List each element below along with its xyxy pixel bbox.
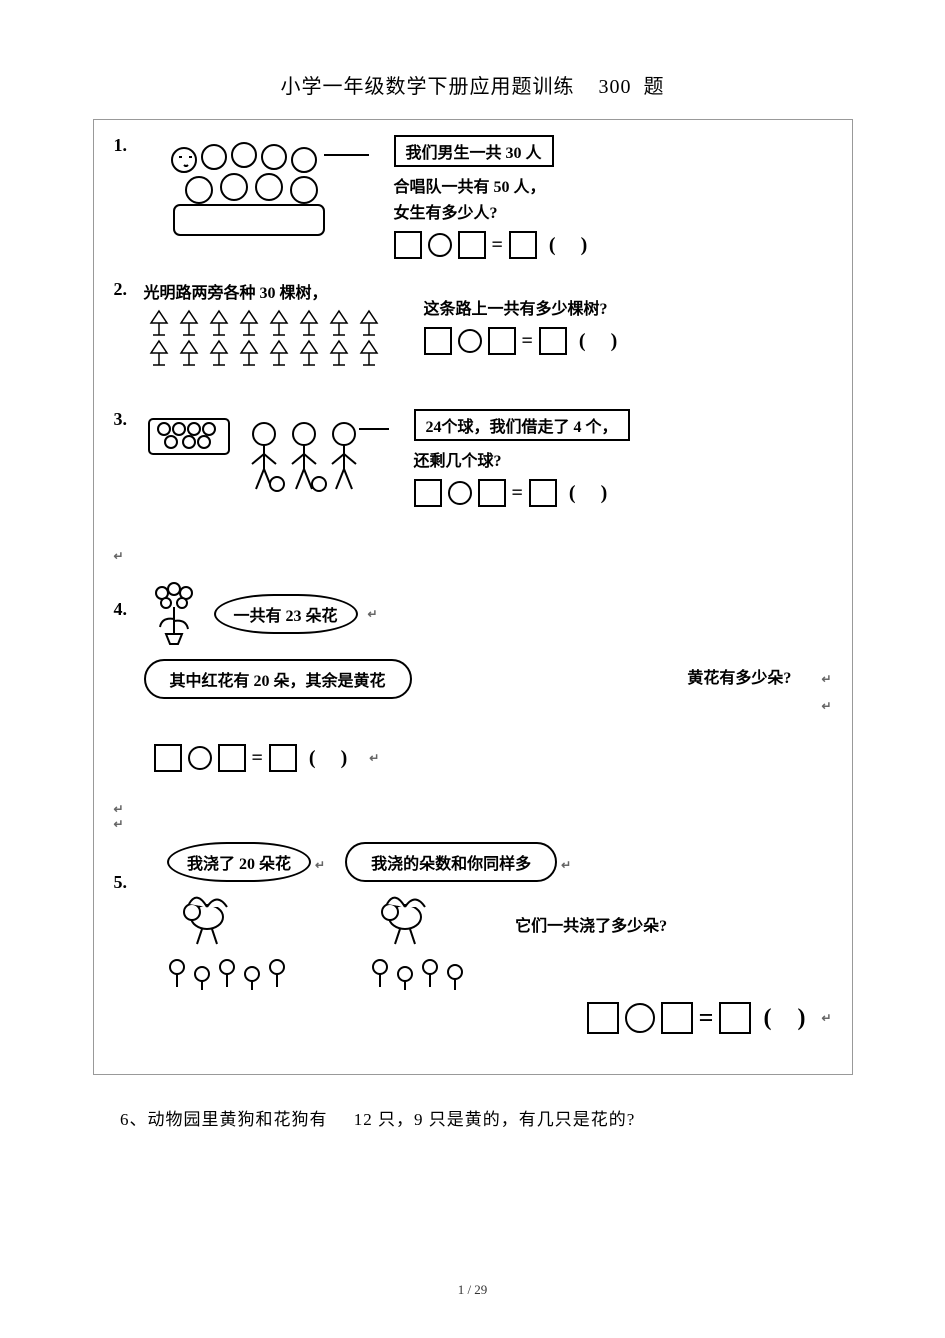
p5-bubble1: 我浇了 20 朵花 [167, 842, 311, 882]
blank-box[interactable] [488, 327, 516, 355]
p3-speech: 24个球，我们借走了 4 个， [414, 409, 630, 441]
blank-box[interactable] [154, 744, 182, 772]
op-circle[interactable] [448, 481, 472, 505]
page-title: 小学一年级数学下册应用题训练 300 题 [90, 70, 855, 99]
blank-box[interactable] [539, 327, 567, 355]
problem-number: 3. [114, 409, 128, 430]
problem-number: 1. [114, 135, 128, 156]
equals-sign: = [522, 330, 533, 353]
unit-paren: ( ) [563, 482, 617, 505]
p3-line2: 还剩几个球? [414, 451, 832, 473]
bee-flowers-left [147, 882, 307, 992]
title-count: 300 [599, 76, 632, 98]
return-mark: ↵ [315, 858, 325, 872]
page-footer: 1 / 29 [0, 1282, 945, 1298]
p5-bubble2: 我浇的朵数和你同样多 [345, 842, 557, 882]
op-circle[interactable] [428, 233, 452, 257]
blank-box[interactable] [218, 744, 246, 772]
problem-1: 1. [114, 135, 832, 259]
p1-equation: = ( ) [394, 231, 832, 259]
p6-text-b: 12 只，9 只是黄的，有几只是花的? [354, 1110, 636, 1129]
blank-box[interactable] [587, 1002, 619, 1034]
op-circle[interactable] [458, 329, 482, 353]
op-circle[interactable] [625, 1003, 655, 1033]
unit-paren: ( ) [757, 1005, 815, 1032]
p1-speech: 我们男生一共 30 人 [394, 135, 554, 167]
problem-5: 5. 我浇了 20 朵花 ↵ [114, 842, 832, 1034]
title-unit: 题 [644, 76, 665, 98]
return-mark: ↵ [821, 672, 831, 687]
return-mark: ↵ [369, 751, 379, 766]
p4-bubble2: 其中红花有 20 朵，其余是黄花 [144, 659, 412, 699]
problem-3: 3. [114, 409, 832, 519]
blank-box[interactable] [269, 744, 297, 772]
p1-line1: 合唱队一共有 50 人， [394, 177, 832, 199]
p2-question: 这条路上一共有多少棵树? [424, 299, 832, 321]
bee-flowers-right [345, 882, 505, 992]
equals-sign: = [492, 234, 503, 257]
return-mark: ↵ [114, 549, 832, 564]
return-mark: ↵ [368, 607, 378, 622]
p6-text-a: 6、动物园里黄狗和花狗有 [120, 1110, 328, 1129]
balls-graphic [144, 409, 394, 499]
p1-line2: 女生有多少人? [394, 203, 832, 225]
blank-box[interactable] [509, 231, 537, 259]
problem-number: 2. [114, 279, 128, 300]
p5-equation: = ( ) ↵ [114, 1002, 832, 1034]
return-mark: ↵ [561, 858, 571, 872]
choir-graphic [144, 135, 374, 245]
title-main: 小学一年级数学下册应用题训练 [281, 76, 575, 98]
p4-bubble1: 一共有 23 朵花 [214, 594, 358, 634]
blank-box[interactable] [458, 231, 486, 259]
equals-sign: = [699, 1003, 714, 1033]
p4-question: 黄花有多少朵? [687, 668, 791, 690]
return-mark: ↵ [114, 802, 832, 817]
return-mark: ↵ [144, 699, 832, 714]
unit-paren: ( ) [303, 747, 357, 770]
blank-box[interactable] [478, 479, 506, 507]
problem-4: 4. 一共有 23 朵花 ↵ [114, 579, 832, 714]
blank-box[interactable] [394, 231, 422, 259]
equals-sign: = [252, 747, 263, 770]
worksheet-box: 1. [93, 119, 853, 1075]
return-mark: ↵ [114, 817, 832, 832]
equals-sign: = [512, 482, 523, 505]
p4-equation: = ( ) ↵ [154, 744, 832, 772]
blank-box[interactable] [414, 479, 442, 507]
problem-number: 4. [114, 599, 128, 620]
problem-number: 5. [114, 872, 128, 893]
p2-equation: = ( ) [424, 327, 832, 355]
blank-box[interactable] [424, 327, 452, 355]
problem-6: 6、动物园里黄狗和花狗有 12 只，9 只是黄的，有几只是花的? [120, 1105, 855, 1130]
unit-paren: ( ) [573, 330, 627, 353]
p5-question: 它们一共浇了多少朵? [515, 916, 735, 938]
unit-paren: ( ) [543, 234, 597, 257]
blank-box[interactable] [719, 1002, 751, 1034]
p2-stem: 光明路两旁各种 30 棵树， [144, 283, 404, 305]
trees-graphic: 光明路两旁各种 30 棵树， [144, 279, 404, 367]
p3-equation: = ( ) [414, 479, 832, 507]
return-mark: ↵ [821, 1011, 831, 1026]
flower-icon [144, 579, 204, 649]
blank-box[interactable] [661, 1002, 693, 1034]
problem-2: 2. 光明路两旁各种 30 棵树， [114, 279, 832, 389]
blank-box[interactable] [529, 479, 557, 507]
op-circle[interactable] [188, 746, 212, 770]
page: 小学一年级数学下册应用题训练 300 题 1. [0, 0, 945, 1160]
